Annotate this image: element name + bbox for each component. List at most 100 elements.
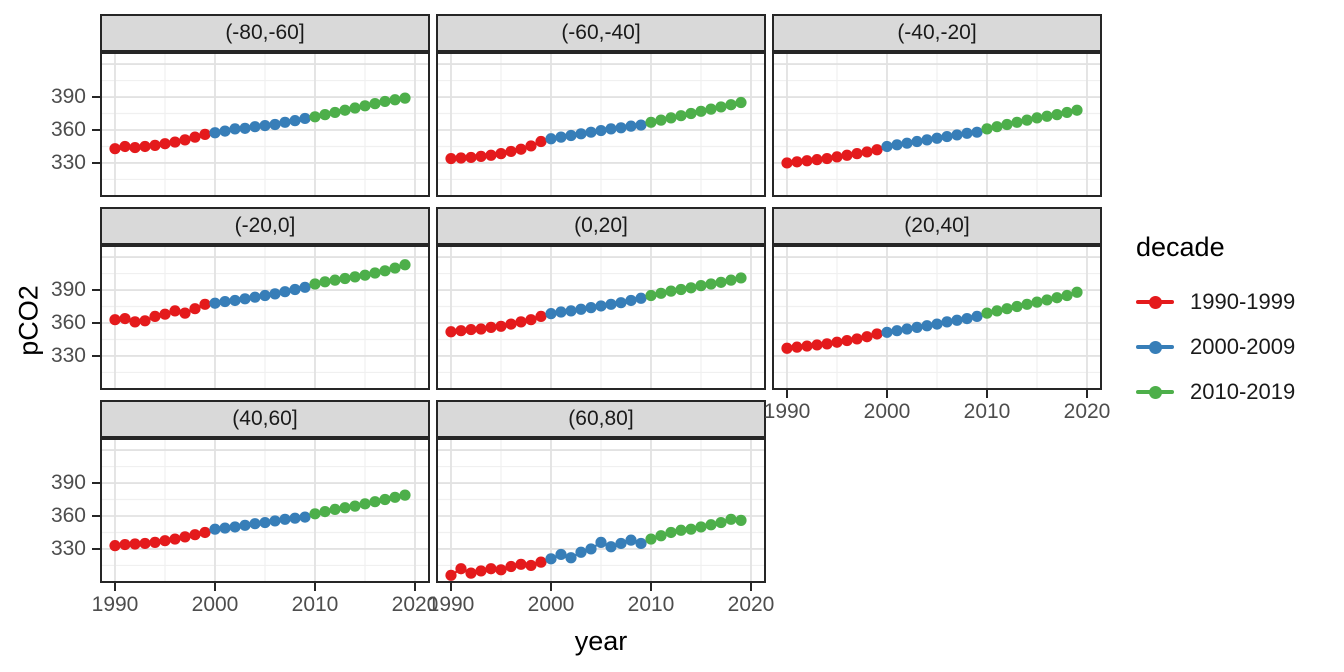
data-point [349,500,361,512]
data-point [319,276,331,288]
data-point [475,565,487,577]
facet-strip-label: (-20,0] [100,207,430,245]
y-tick-label: 360 [50,117,86,141]
data-point [209,127,221,139]
data-point [861,331,873,343]
facet-strip-label: (60,80] [436,400,766,438]
data-point [685,523,697,535]
data-point [455,325,467,337]
data-point [179,307,191,319]
data-point [625,120,637,132]
legend-entry-label: 2010-2019 [1190,379,1296,404]
data-point [329,503,341,516]
x-tick-label: 2000 [863,400,911,423]
y-tick-mark [92,547,100,551]
data-point [399,489,411,501]
data-point [455,563,467,575]
data-point [1061,289,1073,302]
data-point [735,272,747,284]
facet-panel [100,438,430,583]
data-point [139,315,151,327]
data-point [279,116,291,128]
data-point [109,540,121,552]
data-point [289,512,301,524]
facet-(-60,-40]: (-60,-40] [436,14,766,197]
data-point [921,320,933,332]
data-point [199,128,211,140]
data-point [239,519,251,531]
data-point [299,112,311,125]
data-point [309,508,321,520]
data-point [369,98,381,110]
data-point [239,293,251,305]
data-point [565,129,577,142]
data-point [1031,296,1043,308]
data-point [159,308,171,320]
x-tick-mark [986,390,989,398]
data-point [179,134,191,146]
facet-(40,60]: (40,60] [100,400,430,583]
x-tick-mark [214,583,217,591]
data-point [971,310,983,323]
data-point [665,112,677,124]
data-point [911,135,923,148]
data-point [279,286,291,298]
x-tick-mark [650,583,653,591]
facet-strip-label: (-40,-20] [772,14,1102,52]
data-point [931,132,943,144]
x-tick-label: 2000 [527,593,575,616]
data-point [159,138,171,150]
data-point [119,140,131,153]
data-point [831,151,843,163]
data-point [951,129,963,141]
data-point [635,292,647,304]
data-point [575,128,587,140]
data-point [485,563,497,575]
data-point [961,312,973,325]
y-tick-mark [92,96,100,99]
data-point [129,316,141,328]
data-point [1011,300,1023,313]
data-point [319,505,331,518]
y-tick-label: 390 [50,85,86,109]
data-point [1021,114,1033,126]
data-point [615,537,627,550]
y-tick-mark [92,289,100,292]
data-point [339,502,351,514]
data-point [209,297,221,309]
data-point [545,553,557,565]
data-point [615,122,627,134]
data-point [455,152,467,164]
data-point [1051,109,1063,121]
data-point [655,530,667,542]
data-point [585,302,597,314]
data-point [1071,286,1083,298]
data-point [1031,112,1043,124]
data-point [841,334,853,347]
data-point [625,294,637,307]
data-point [139,537,151,550]
data-point [349,271,361,283]
x-tick-label: 1990 [91,593,139,616]
data-point [109,143,121,155]
facet-strip-label: (-60,-40] [436,14,766,52]
x-tick-label: 2020 [1063,400,1111,423]
facet-(-80,-60]: (-80,-60] [100,14,430,197]
data-point [545,308,557,320]
data-point [781,342,793,354]
data-point [941,130,953,143]
data-point [951,314,963,326]
data-point [1071,104,1083,116]
facet-panel [772,245,1102,390]
data-point [299,281,311,293]
data-point [475,150,487,162]
facet-(60,80]: (60,80] [436,400,766,583]
data-point [811,339,823,351]
facet-(-40,-20]: (-40,-20] [772,14,1102,197]
data-point [535,135,547,148]
data-point [129,141,141,154]
x-tick-mark [886,390,889,398]
data-point [705,519,717,531]
legend-point-icon [1149,296,1162,309]
